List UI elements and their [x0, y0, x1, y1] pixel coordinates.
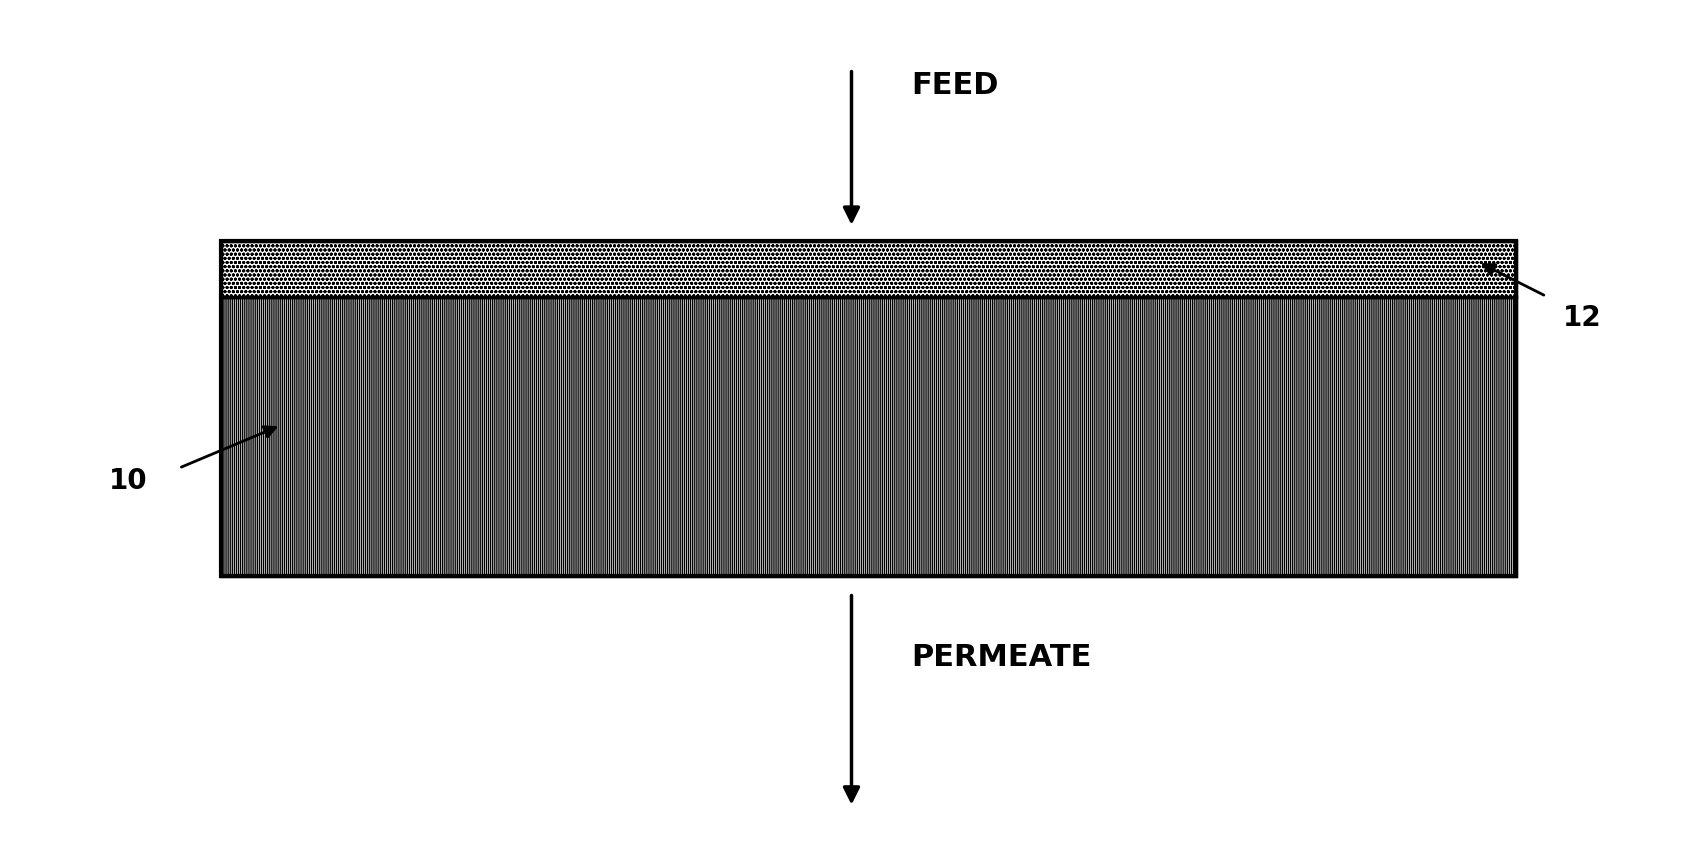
Text: PERMEATE: PERMEATE [911, 643, 1092, 672]
Bar [221, 241, 1516, 297]
Text: 10: 10 [109, 467, 146, 495]
Text: FEED: FEED [911, 71, 998, 101]
Bar [221, 297, 1516, 576]
Text: 12: 12 [1563, 304, 1603, 332]
Bar [221, 241, 1516, 576]
